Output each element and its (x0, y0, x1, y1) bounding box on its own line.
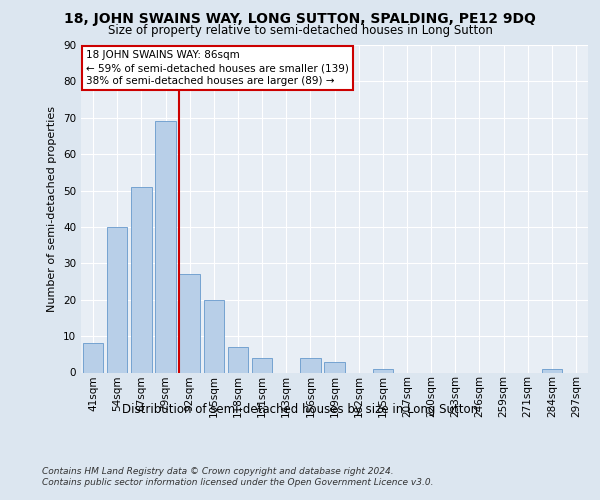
Bar (324, 362, 345, 372)
Bar (83, 344, 103, 372)
Text: Size of property relative to semi-detached houses in Long Sutton: Size of property relative to semi-detach… (107, 24, 493, 37)
Text: 18 JOHN SWAINS WAY: 86sqm
← 59% of semi-detached houses are smaller (139)
38% of: 18 JOHN SWAINS WAY: 86sqm ← 59% of semi-… (86, 50, 349, 86)
Bar (300, 358, 320, 372)
Y-axis label: Number of semi-detached properties: Number of semi-detached properties (47, 106, 58, 312)
Bar (227, 347, 248, 372)
Bar (542, 369, 562, 372)
Bar (373, 369, 393, 372)
Text: Contains HM Land Registry data © Crown copyright and database right 2024.
Contai: Contains HM Land Registry data © Crown c… (42, 468, 433, 487)
Bar (131, 187, 152, 372)
Bar (203, 300, 224, 372)
Bar (107, 227, 127, 372)
Bar (179, 274, 200, 372)
Bar (252, 358, 272, 372)
Bar (155, 122, 176, 372)
Text: Distribution of semi-detached houses by size in Long Sutton: Distribution of semi-detached houses by … (122, 402, 478, 415)
Text: 18, JOHN SWAINS WAY, LONG SUTTON, SPALDING, PE12 9DQ: 18, JOHN SWAINS WAY, LONG SUTTON, SPALDI… (64, 12, 536, 26)
